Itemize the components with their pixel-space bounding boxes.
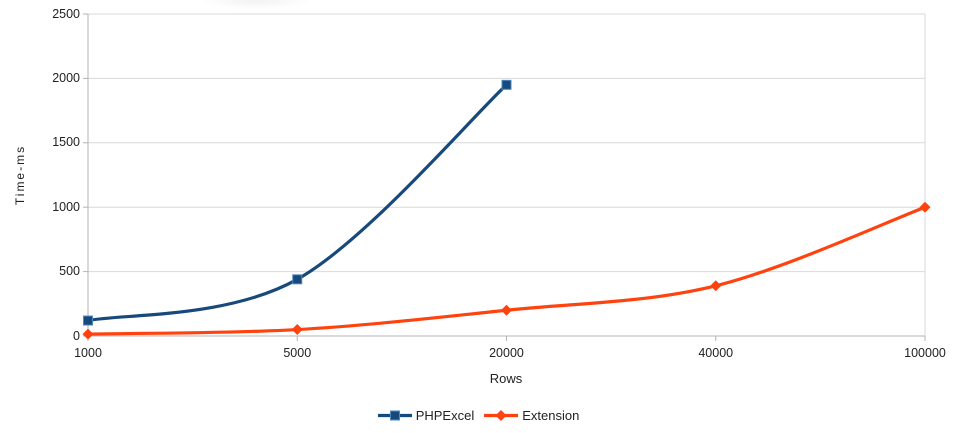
data-point-diamond-marker-extension bbox=[82, 328, 94, 340]
legend: PHPExcel Extension bbox=[0, 408, 957, 423]
legend-marker-shape bbox=[495, 410, 507, 421]
y-tick-label: 1000 bbox=[52, 199, 80, 214]
legend-diamond-marker-icon bbox=[484, 410, 519, 421]
legend-label: Extension bbox=[522, 408, 580, 423]
y-axis-title: Time-ms bbox=[13, 144, 27, 206]
series-line-phpexcel bbox=[86, 83, 509, 323]
x-tick-label: 20000 bbox=[489, 346, 524, 360]
legend-item-phpexcel: PHPExcel bbox=[377, 408, 475, 423]
data-point-square-marker-phpexcel bbox=[292, 274, 303, 285]
legend-square-marker-icon bbox=[377, 410, 412, 421]
legend-label: PHPExcel bbox=[415, 408, 475, 423]
data-point-diamond-marker-extension bbox=[710, 280, 722, 292]
legend-item-extension: Extension bbox=[484, 408, 579, 423]
data-point-diamond-marker-extension bbox=[291, 324, 303, 336]
y-tick-label: 1500 bbox=[52, 135, 80, 150]
x-tick-label: 1000 bbox=[74, 346, 102, 360]
x-tick-label: 40000 bbox=[698, 346, 734, 360]
x-axis-title: Rows bbox=[489, 371, 523, 386]
legend-marker-shape bbox=[389, 410, 400, 421]
y-tick-label: 2000 bbox=[52, 70, 80, 85]
data-point-diamond-marker-extension bbox=[501, 304, 512, 316]
x-tick-label: 5000 bbox=[283, 346, 312, 360]
data-point-diamond-marker-extension bbox=[919, 201, 931, 213]
x-tick-label: 100000 bbox=[904, 346, 946, 360]
data-point-square-marker-phpexcel bbox=[501, 79, 512, 90]
data-point-square-marker-phpexcel bbox=[83, 315, 93, 326]
y-tick-label: 2500 bbox=[52, 6, 80, 21]
y-tick-label: 500 bbox=[59, 264, 80, 279]
y-tick-label: 0 bbox=[73, 328, 80, 343]
